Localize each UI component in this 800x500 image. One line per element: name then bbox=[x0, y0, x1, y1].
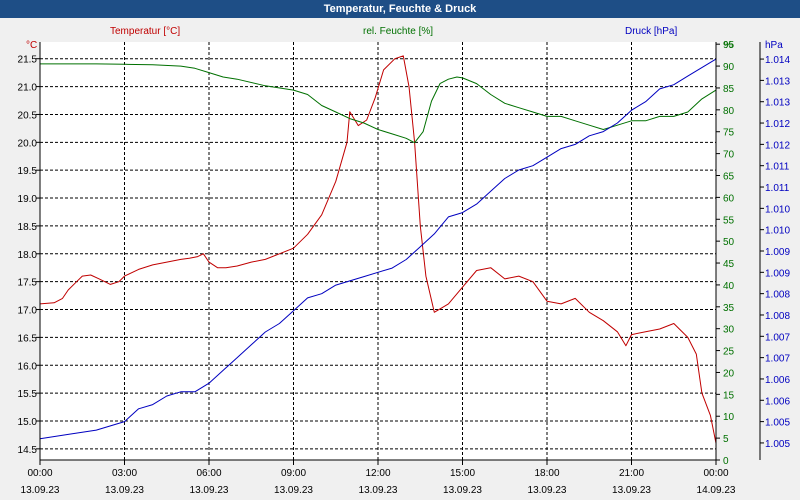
temperature-tick-label: 20.5 bbox=[18, 110, 38, 121]
x-tick-label-date: 13.09.23 bbox=[443, 485, 482, 496]
x-tick-label-time: 00:00 bbox=[703, 468, 728, 479]
pressure-tick-label: 1.007 bbox=[765, 332, 790, 343]
x-tick-label-time: 12:00 bbox=[365, 468, 390, 479]
humidity-tick-label: 30 bbox=[723, 325, 735, 336]
x-tick-label-date: 13.09.23 bbox=[612, 485, 651, 496]
humidity-tick-label: 65 bbox=[723, 171, 735, 182]
pressure-tick-label: 1.007 bbox=[765, 354, 790, 365]
humidity-tick-label: 55 bbox=[723, 215, 735, 226]
pressure-tick-label: 1.010 bbox=[765, 204, 790, 215]
x-tick-label-time: 09:00 bbox=[281, 468, 306, 479]
temperature-tick-label: 17.5 bbox=[18, 278, 38, 289]
humidity-tick-label: 50 bbox=[723, 237, 735, 248]
pressure-axis-title: Druck [hPa] bbox=[625, 26, 677, 37]
humidity-axis-title: rel. Feuchte [%] bbox=[363, 26, 433, 37]
humidity-tick-label: 70 bbox=[723, 150, 735, 161]
pressure-tick-label: 1.006 bbox=[765, 375, 790, 386]
pressure-tick-label: 1.005 bbox=[765, 418, 790, 429]
pressure-tick-label: 1.008 bbox=[765, 290, 790, 301]
humidity-tick-label: 40 bbox=[723, 281, 735, 292]
humidity-tick-label: 20 bbox=[723, 368, 735, 379]
temperature-tick-label: 20.0 bbox=[18, 138, 38, 149]
temperature-tick-label: 17.0 bbox=[18, 306, 38, 317]
x-tick-label-time: 15:00 bbox=[450, 468, 475, 479]
pressure-series-line bbox=[39, 58, 717, 440]
humidity-tick-label: 25 bbox=[723, 347, 735, 358]
humidity-tick-label: 75 bbox=[723, 128, 735, 139]
tick-labels: 14.5 15.0 15.5 16.0 16.5 17.0 17.5 18.0 18.5 19.0… bbox=[18, 40, 791, 496]
temperature-tick-label: 18.5 bbox=[18, 222, 38, 233]
pressure-tick-label: 1.008 bbox=[765, 311, 790, 322]
humidity-series-line bbox=[40, 63, 717, 144]
pressure-tick-label: 1.013 bbox=[765, 98, 790, 109]
pressure-tick-label: 1.013 bbox=[765, 76, 790, 87]
temperature-tick-label: 16.0 bbox=[18, 361, 38, 372]
pressure-tick-label: 1.005 bbox=[765, 439, 790, 450]
x-tick-label-date: 13.09.23 bbox=[105, 485, 144, 496]
humidity-tick-label: 10 bbox=[723, 412, 735, 423]
x-tick-label-time: 00:00 bbox=[27, 468, 52, 479]
humidity-tick-label: 80 bbox=[723, 106, 735, 117]
temperature-tick-label: 21.5 bbox=[18, 55, 38, 66]
x-tick-label-time: 06:00 bbox=[196, 468, 221, 479]
pressure-tick-label: 1.006 bbox=[765, 396, 790, 407]
temperature-tick-label: 19.5 bbox=[18, 166, 38, 177]
window-title: Temperatur, Feuchte & Druck bbox=[0, 0, 800, 18]
grid bbox=[39, 42, 717, 460]
temperature-series-line bbox=[39, 55, 717, 444]
x-tick-label-time: 21:00 bbox=[619, 468, 644, 479]
x-tick-label-date: 14.09.23 bbox=[697, 485, 736, 496]
x-tick-label-time: 03:00 bbox=[112, 468, 137, 479]
x-tick-label-date: 13.09.23 bbox=[190, 485, 229, 496]
x-tick-label-time: 18:00 bbox=[534, 468, 559, 479]
temperature-tick-label: 15.5 bbox=[18, 389, 38, 400]
x-tick-label-date: 13.09.23 bbox=[21, 485, 60, 496]
plot-area bbox=[40, 42, 716, 460]
humidity-tick-label: 95 bbox=[723, 40, 735, 51]
humidity-tick-label: 15 bbox=[723, 390, 735, 401]
pressure-tick-label: 1.014 bbox=[765, 55, 790, 66]
temperature-unit-label: °C bbox=[26, 40, 37, 51]
pressure-tick-label: 1.009 bbox=[765, 247, 790, 258]
x-tick-label-date: 13.09.23 bbox=[359, 485, 398, 496]
humidity-tick-label: 45 bbox=[723, 259, 735, 270]
pressure-tick-label: 1.012 bbox=[765, 140, 790, 151]
x-tick-label-date: 13.09.23 bbox=[528, 485, 567, 496]
series-layer bbox=[39, 55, 717, 444]
pressure-tick-label: 1.011 bbox=[765, 183, 790, 194]
pressure-unit-label: hPa bbox=[765, 40, 783, 51]
temperature-tick-label: 18.0 bbox=[18, 250, 38, 261]
humidity-tick-label: 5 bbox=[723, 434, 729, 445]
pressure-tick-label: 1.012 bbox=[765, 119, 790, 130]
humidity-tick-label: 60 bbox=[723, 193, 735, 204]
x-tick-label-date: 13.09.23 bbox=[274, 485, 313, 496]
temperature-tick-label: 21.0 bbox=[18, 83, 38, 94]
temperature-axis-title: Temperatur [°C] bbox=[110, 26, 180, 37]
temperature-tick-label: 19.0 bbox=[18, 194, 38, 205]
humidity-tick-label: 0 bbox=[723, 456, 729, 467]
humidity-unit-label: % bbox=[724, 40, 733, 51]
temperature-tick-label: 16.5 bbox=[18, 333, 38, 344]
humidity-tick-label: 35 bbox=[723, 303, 735, 314]
temperature-tick-label: 15.0 bbox=[18, 417, 38, 428]
humidity-tick-label: 85 bbox=[723, 84, 735, 95]
pressure-tick-label: 1.009 bbox=[765, 268, 790, 279]
pressure-tick-label: 1.011 bbox=[765, 162, 790, 173]
humidity-tick-label: 90 bbox=[723, 62, 735, 73]
pressure-tick-label: 1.010 bbox=[765, 226, 790, 237]
temperature-tick-label: 14.5 bbox=[18, 445, 38, 456]
